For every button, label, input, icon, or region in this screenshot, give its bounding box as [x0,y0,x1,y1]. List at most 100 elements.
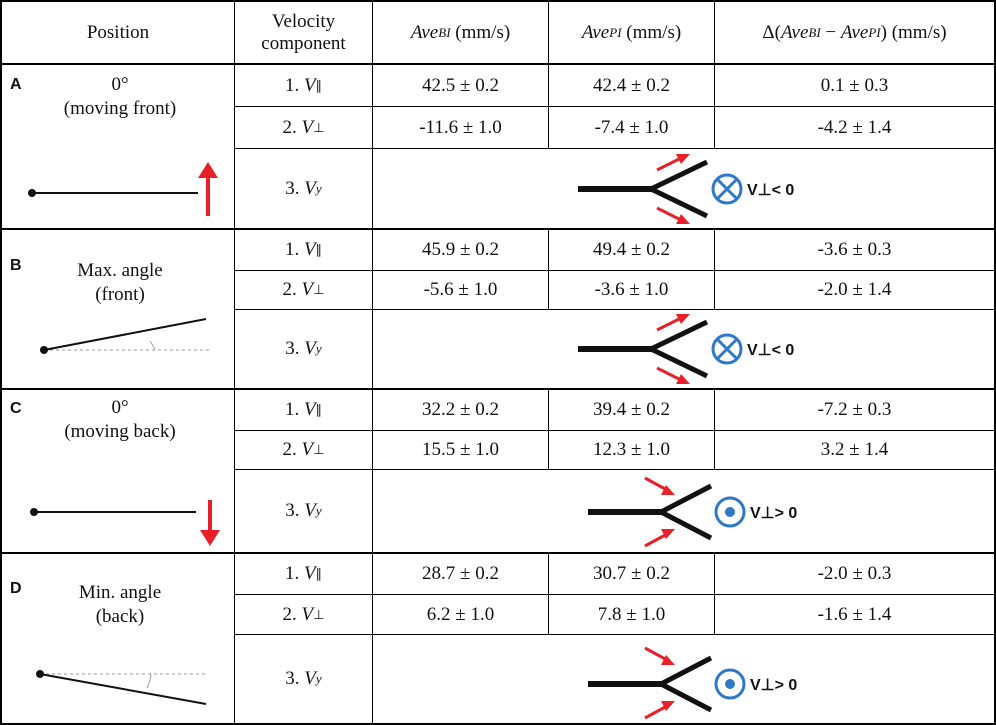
value-cell: 32.2 ± 0.2 [373,390,548,430]
value-cell: -11.6 ± 1.0 [373,107,548,148]
component-symbol: V [302,117,314,139]
component-v-parallel: 1. V ∥ [235,65,372,106]
header-velocity-line2: component [261,33,345,55]
component-number: 2. [283,439,297,461]
header-delta-bi-sub: BI [808,25,820,40]
upper-branch [651,162,707,189]
component-subscript: ⊥ [313,607,324,623]
component-v-perp: 2. V ⊥ [235,431,372,469]
component-number: 2. [283,117,297,139]
red-arrow-down [657,368,681,380]
component-subscript: y [316,181,322,196]
header-delta-pi-base: Ave [841,22,868,44]
component-v-parallel: 1. V ∥ [235,390,372,430]
pivot-dot [36,670,44,678]
panel-b-vy-diagram: V⊥< 0 [575,312,835,386]
component-subscript: ∥ [316,566,323,582]
component-symbol: V [302,279,314,301]
component-symbol: V [304,563,316,585]
red-arrow-inward-bottom [645,534,667,546]
arrowhead [200,530,220,546]
value-cell: 3.2 ± 1.4 [715,431,994,469]
component-subscript: y [316,341,322,356]
component-number: 3. [285,500,299,522]
vy-label: V⊥> 0 [750,677,797,694]
component-number: 1. [285,399,299,421]
value-cell: -4.2 ± 1.4 [715,107,994,148]
component-symbol: V [302,604,314,626]
panel-c-vy-diagram: V⊥> 0 [585,474,845,550]
component-v-perp: 2. V ⊥ [235,107,372,148]
value-cell: 45.9 ± 0.2 [373,230,548,270]
angle-arc [147,674,151,688]
panel-c-position: 0° (moving back) [20,396,220,444]
red-arrow-up [657,158,681,170]
header-ave-pi-base: Ave [582,22,609,44]
header-ave-bi: Ave BI (mm/s) [373,2,548,63]
panel-b-title: Max. angle [20,259,220,283]
panel-a-subtitle: (moving front) [20,97,220,121]
component-number: 1. [285,239,299,261]
value-cell: 15.5 ± 1.0 [373,431,548,469]
vy-label: V⊥< 0 [747,342,794,359]
component-symbol: V [304,75,316,97]
panel-a-position-diagram [20,160,230,220]
red-arrow-down [657,208,681,220]
upper-branch [651,322,707,349]
panel-d-vy-diagram: V⊥> 0 [585,640,845,720]
value-cell: -7.4 ± 1.0 [549,107,714,148]
value-cell: -3.6 ± 0.3 [715,230,994,270]
panel-b-position: Max. angle (front) [20,259,220,307]
header-delta-pi-sub: PI [868,25,880,40]
rod-line [44,319,206,350]
panel-d-position: Min. angle (back) [20,581,220,629]
panel-d-title: Min. angle [20,581,220,605]
vy-label: V⊥> 0 [750,505,797,522]
component-v-parallel: 1. V ∥ [235,230,372,270]
component-number: 1. [285,563,299,585]
vy-label: V⊥< 0 [747,182,794,199]
red-arrow-inward-top [645,648,667,660]
component-v-y: 3. Vy [235,149,372,228]
component-subscript: y [316,671,322,686]
component-number: 2. [283,279,297,301]
panel-c-title: 0° [20,396,220,420]
header-delta-bi-base: Ave [781,22,808,44]
component-symbol: V [304,399,316,421]
value-cell: 12.3 ± 1.0 [549,431,714,469]
rod-line [40,674,206,704]
header-ave-pi-sub: PI [609,25,621,40]
panel-a-title: 0° [20,73,220,97]
header-delta-minus: − [821,22,841,44]
value-cell: 39.4 ± 0.2 [549,390,714,430]
value-cell: -2.0 ± 0.3 [715,554,994,594]
value-cell: 6.2 ± 1.0 [373,595,548,634]
header-delta: Δ(Ave BI − Ave PI) (mm/s) [715,2,994,63]
header-delta-unit: (mm/s) [892,22,947,44]
component-subscript: y [316,503,322,518]
component-v-perp: 2. V ⊥ [235,595,372,634]
component-subscript: ⊥ [313,120,324,136]
value-cell: 42.4 ± 0.2 [549,65,714,106]
component-symbol: V [304,500,316,522]
panel-b-position-diagram [20,312,230,372]
value-cell: -7.2 ± 0.3 [715,390,994,430]
header-velocity-line1: Velocity [272,11,335,33]
angle-arc [150,341,155,350]
component-subscript: ∥ [316,402,323,418]
red-arrow-up [657,318,681,330]
component-symbol: V [304,239,316,261]
component-symbol: V [304,338,316,360]
header-ave-bi-sub: BI [438,25,450,40]
component-v-perp: 2. V ⊥ [235,271,372,309]
component-v-parallel: 1. V ∥ [235,554,372,594]
header-ave-bi-unit: (mm/s) [455,22,510,44]
value-cell: 0.1 ± 0.3 [715,65,994,106]
dot [725,679,735,689]
value-cell: 7.8 ± 1.0 [549,595,714,634]
header-ave-pi: Ave PI (mm/s) [549,2,714,63]
panel-c-position-diagram [20,478,230,548]
value-cell: -3.6 ± 1.0 [549,271,714,309]
arrowhead [198,162,218,178]
